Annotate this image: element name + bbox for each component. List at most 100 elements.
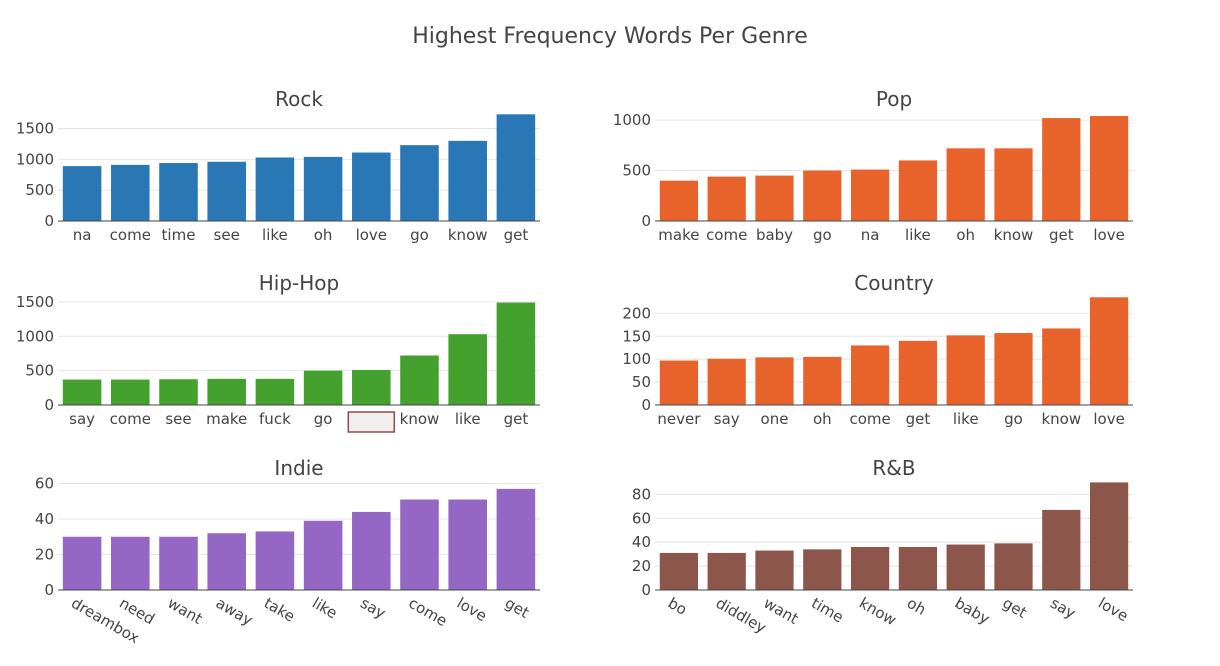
- rock-bar: [496, 114, 536, 221]
- hip-hop-chart-title: Hip-Hop: [259, 271, 339, 295]
- rnb-y-tick-label: 60: [632, 509, 651, 527]
- pop-bar: [659, 180, 699, 221]
- rnb-x-tick-label: baby: [952, 594, 993, 628]
- country-y-tick-label: 0: [641, 396, 651, 414]
- hip-hop-bar: [159, 379, 198, 405]
- country-x-tick-label: like: [953, 410, 979, 428]
- rock-x-tick-label: na: [73, 226, 92, 244]
- rnb-bar: [755, 550, 794, 590]
- country-bar: [898, 340, 938, 405]
- rnb-x-tick-label: love: [1095, 594, 1131, 625]
- indie-x-tick-label: get: [502, 594, 532, 622]
- pop-x-tick-label: know: [994, 226, 1034, 244]
- rnb-x-tick-label: oh: [904, 594, 929, 619]
- pop-x-tick-label: make: [658, 226, 699, 244]
- country-y-tick-label: 50: [632, 373, 651, 391]
- rock-y-tick-label: 0: [44, 212, 54, 230]
- hip-hop-bar: [255, 378, 295, 405]
- country-bar: [850, 345, 890, 405]
- country-bar: [994, 333, 1033, 405]
- rock-bar: [159, 163, 198, 221]
- hip-hop-x-tick-label-box: [347, 411, 396, 433]
- pop-bar: [994, 148, 1033, 221]
- rnb-y-tick-label: 80: [632, 485, 651, 503]
- rock-bar: [303, 156, 343, 221]
- country-x-tick-label: go: [1004, 410, 1023, 428]
- indie-y-tick-label: 60: [35, 475, 54, 493]
- hip-hop-y-tick-label: 1000: [16, 327, 54, 345]
- hip-hop-bar: [352, 369, 391, 405]
- rnb-y-tick-label: 0: [641, 581, 651, 599]
- rnb-x-tick-label: get: [1000, 594, 1030, 622]
- rock-bar: [111, 164, 150, 221]
- hip-hop-bar: [303, 370, 343, 405]
- country-chart: Country 0 50 100 150 200 never say one oh come get l…: [622, 271, 1133, 428]
- indie-bar: [496, 488, 536, 590]
- country-x-tick-label: one: [761, 410, 789, 428]
- rnb-bar: [1089, 482, 1129, 590]
- indie-bar: [207, 533, 246, 590]
- pop-x-tick-label: go: [813, 226, 832, 244]
- rnb-x-tick-label: diddley: [713, 594, 770, 637]
- rnb-bar: [898, 546, 938, 590]
- country-chart-title: Country: [854, 271, 934, 295]
- figure-title: Highest Frequency Words Per Genre: [412, 24, 808, 49]
- pop-bar: [898, 160, 938, 221]
- pop-y-tick-label: 1000: [613, 111, 651, 129]
- pop-bar: [1042, 118, 1081, 221]
- indie-x-tick-label: say: [357, 594, 389, 623]
- country-x-tick-label: love: [1093, 410, 1124, 428]
- rnb-bar: [707, 552, 746, 590]
- country-x-tick-label: never: [657, 410, 701, 428]
- country-x-tick-label: know: [1041, 410, 1081, 428]
- country-bar: [1042, 328, 1081, 405]
- indie-x-tick-label: come: [406, 594, 451, 630]
- indie-bar: [159, 536, 198, 590]
- hip-hop-y-tick-label: 0: [44, 396, 54, 414]
- rnb-x-tick-label: know: [856, 594, 899, 629]
- country-x-tick-label: get: [906, 410, 931, 428]
- indie-y-tick-label: 20: [35, 546, 54, 564]
- pop-bar: [755, 175, 794, 221]
- rock-y-tick-label: 1000: [16, 150, 54, 168]
- country-bar: [1089, 297, 1129, 405]
- indie-chart-title: Indie: [274, 456, 323, 480]
- rock-x-tick-label: love: [356, 226, 387, 244]
- indie-x-tick-label: want: [165, 594, 206, 628]
- country-x-tick-label: come: [849, 410, 890, 428]
- hip-hop-x-tick-label: know: [400, 410, 440, 428]
- hip-hop-y-tick-label: 500: [25, 362, 54, 380]
- hip-hop-x-tick-label: see: [165, 410, 191, 428]
- rock-x-tick-label: know: [448, 226, 488, 244]
- country-bar: [707, 358, 746, 405]
- indie-y-tick-label: 40: [35, 510, 54, 528]
- rock-x-tick-label: time: [162, 226, 196, 244]
- hip-hop-x-tick-label: get: [504, 410, 529, 428]
- pop-x-tick-label: baby: [756, 226, 793, 244]
- rnb-bar: [946, 544, 985, 590]
- hip-hop-bar: [448, 334, 487, 405]
- hip-hop-x-tick-label: make: [206, 410, 247, 428]
- country-bar: [659, 360, 699, 405]
- indie-bar: [111, 536, 150, 590]
- rock-x-tick-label: like: [262, 226, 288, 244]
- country-x-tick-label: say: [714, 410, 740, 428]
- pop-bar: [803, 170, 842, 221]
- rock-bar: [207, 161, 246, 221]
- pop-chart: Pop 0 500 1000 make come baby go na like oh know get…: [613, 87, 1133, 244]
- country-bar: [946, 335, 985, 405]
- rock-bar: [448, 140, 487, 221]
- pop-x-tick-label: oh: [956, 226, 975, 244]
- pop-y-tick-label: 500: [622, 162, 651, 180]
- hip-hop-bar: [496, 302, 536, 405]
- hip-hop-x-tick-label: come: [110, 410, 151, 428]
- rnb-x-tick-label: time: [808, 594, 846, 627]
- indie-x-tick-label: away: [213, 594, 256, 629]
- pop-chart-title: Pop: [876, 87, 912, 111]
- pop-bar: [707, 176, 746, 221]
- hip-hop-bar: [207, 378, 246, 405]
